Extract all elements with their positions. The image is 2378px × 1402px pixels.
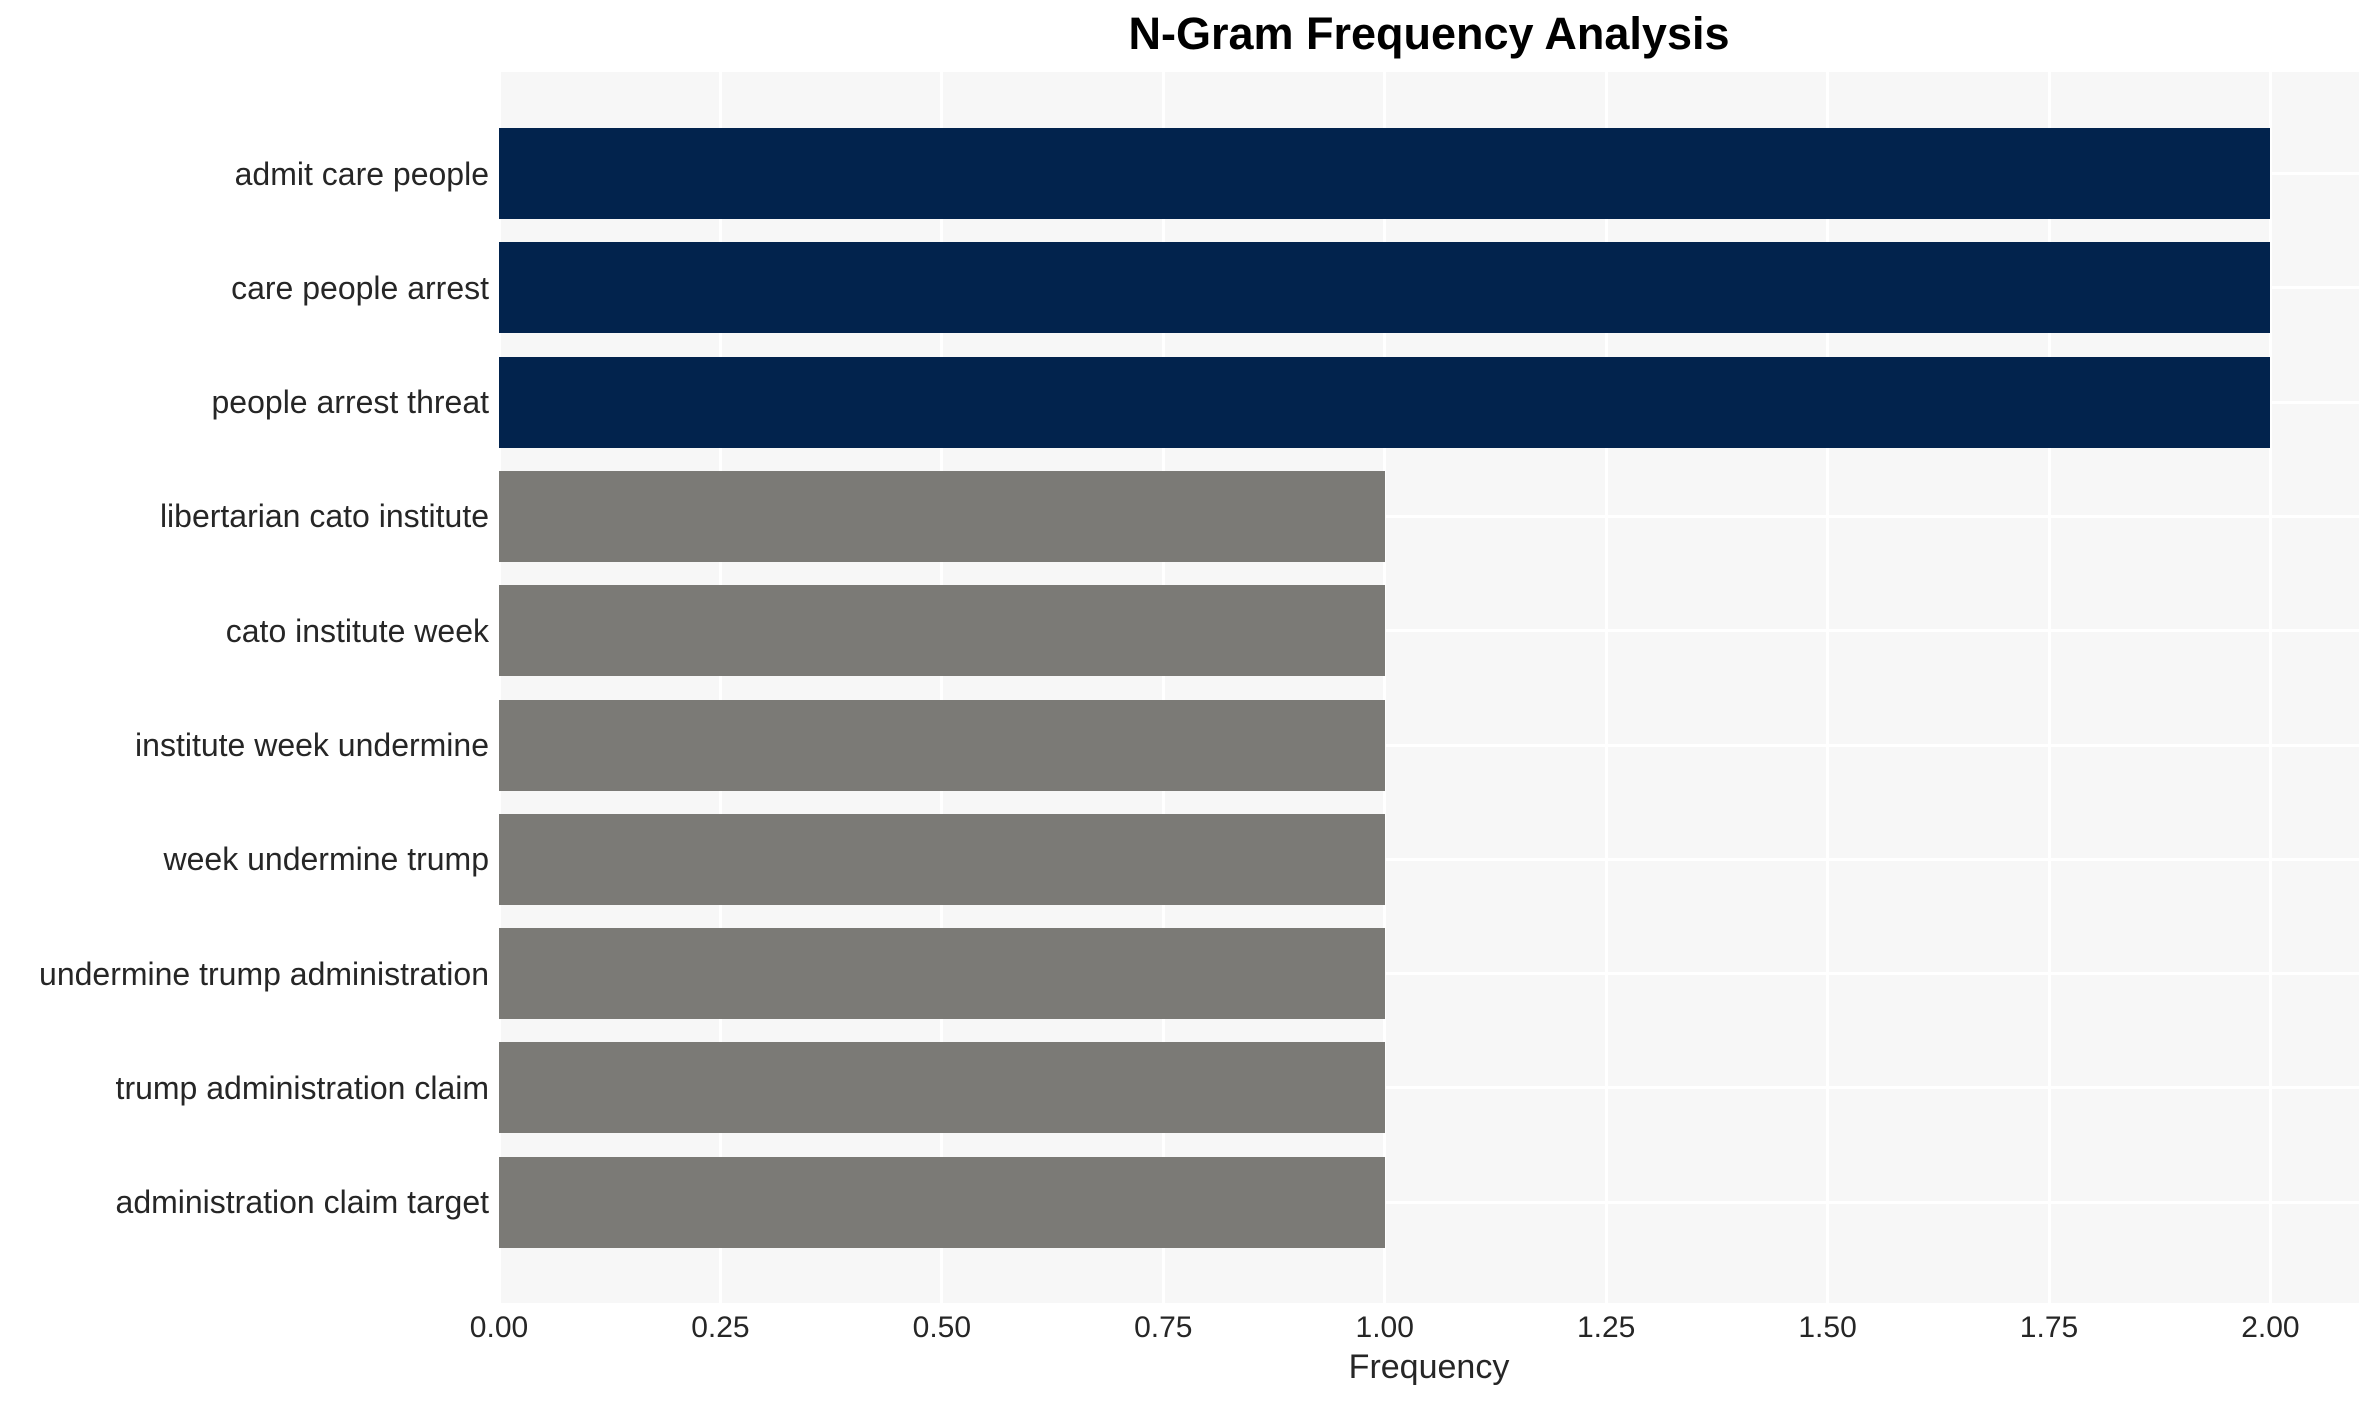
y-tick-label: week undermine trump <box>163 841 489 878</box>
y-tick-label: undermine trump administration <box>39 955 489 992</box>
x-axis-label: Frequency <box>1348 1348 1510 1386</box>
vertical-gridline <box>1604 72 1608 1303</box>
bar-cato-institute-week <box>499 585 1385 677</box>
horizontal-gridline <box>499 1086 2359 1090</box>
horizontal-gridline <box>499 1200 2359 1204</box>
horizontal-gridline <box>499 629 2359 633</box>
bar-administration-claim-target <box>499 1156 1385 1248</box>
x-tick-label: 0.00 <box>469 1311 529 1344</box>
x-tick-label: 0.25 <box>691 1311 750 1344</box>
vertical-gridline <box>2268 72 2272 1303</box>
x-tick-label: 1.75 <box>2019 1311 2079 1344</box>
bar-libertarian-cato-institute <box>499 470 1385 562</box>
y-tick-label: cato institute week <box>225 612 489 649</box>
y-tick-label: libertarian cato institute <box>159 498 489 535</box>
vertical-gridline <box>718 72 722 1303</box>
y-tick-label: people arrest threat <box>211 384 490 421</box>
bar-week-undermine-trump <box>499 813 1385 905</box>
bar-institute-week-undermine <box>499 699 1385 791</box>
horizontal-gridline <box>499 514 2359 518</box>
bar-people-arrest-threat <box>499 356 2271 448</box>
x-tick-label: 2.00 <box>2241 1311 2300 1344</box>
bar-undermine-trump-administration <box>499 928 1385 1020</box>
y-tick-label: administration claim target <box>115 1184 489 1221</box>
y-tick-label: trump administration claim <box>115 1069 489 1106</box>
horizontal-gridline <box>499 972 2359 976</box>
vertical-gridline <box>940 72 944 1303</box>
y-tick-label: care people arrest <box>231 269 489 306</box>
bar-admit-care-people <box>499 128 2271 219</box>
bar-care-people-arrest <box>499 242 2271 334</box>
horizontal-gridline <box>499 743 2359 747</box>
x-tick-label: 0.50 <box>912 1311 972 1344</box>
bar-trump-administration-claim <box>499 1042 1385 1134</box>
x-tick-label: 1.25 <box>1576 1311 1636 1344</box>
vertical-gridline <box>1383 72 1387 1303</box>
vertical-gridline <box>1826 72 1830 1303</box>
y-tick-label: admit care people <box>234 155 489 192</box>
chart-title: N-Gram Frequency Analysis <box>1128 8 1730 59</box>
vertical-gridline <box>499 72 501 1303</box>
plot-area <box>499 72 2359 1303</box>
horizontal-gridline <box>499 857 2359 861</box>
x-tick-label: 1.00 <box>1355 1311 1414 1344</box>
x-tick-label: 0.75 <box>1134 1311 1193 1344</box>
x-tick-label: 1.50 <box>1798 1311 1857 1344</box>
vertical-gridline <box>1161 72 1165 1303</box>
vertical-gridline <box>2047 72 2051 1303</box>
y-tick-label: institute week undermine <box>135 727 489 763</box>
